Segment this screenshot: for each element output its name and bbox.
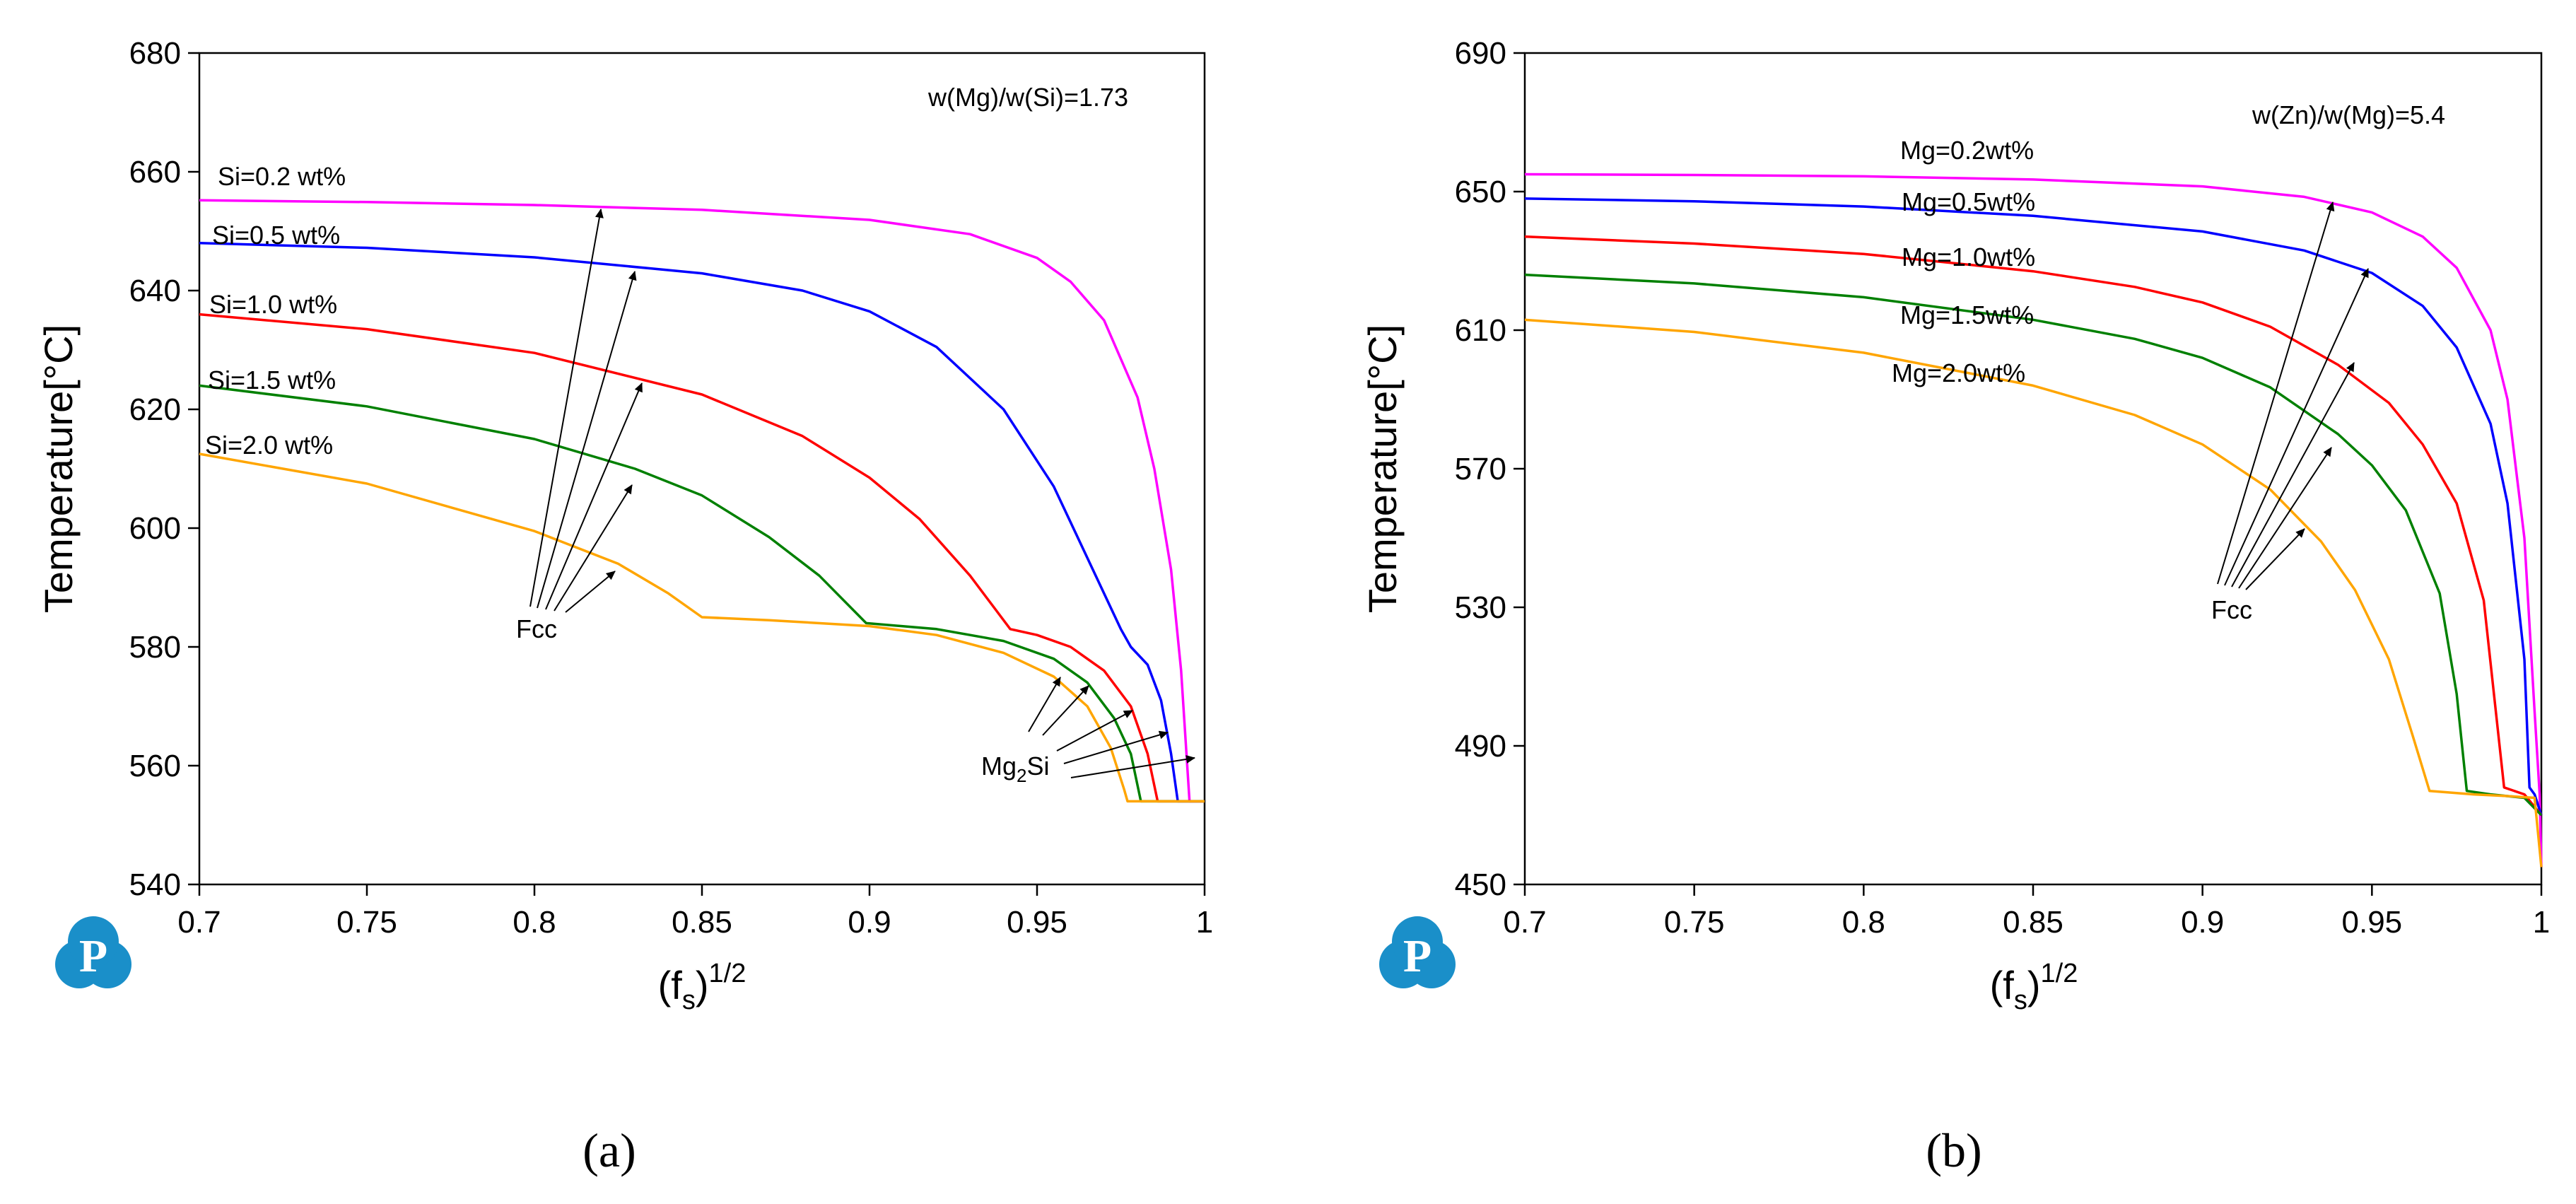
fcc-arrow-b-4: [2238, 447, 2332, 589]
plot-frame-b: [1523, 52, 2543, 886]
mg2si-arrow-3: [1056, 710, 1133, 752]
fcc-arrows-b: [2217, 201, 2369, 590]
panel-b: 0.7 0.75 0.8 0.85 0.9 0.95 1 450 490 530 570 610 65…: [1360, 36, 2550, 1177]
mg2si-label: Mg2Si: [981, 752, 1050, 786]
series-group-b: [1524, 173, 2543, 867]
logo-lobe-top: [68, 916, 119, 967]
y-tick-label: 640: [129, 274, 181, 308]
series-label-b-0: Mg=0.2wt%: [1900, 136, 2034, 165]
series-label-b-3: Mg=1.5wt%: [1900, 300, 2034, 329]
series-label-a-4: Si=2.0 wt%: [205, 431, 333, 460]
y-tick-label: 680: [129, 36, 181, 71]
series-label-a-3: Si=1.5 wt%: [208, 366, 336, 394]
mg2si-arrows: [1028, 677, 1195, 778]
series-line-a-3: [199, 384, 1205, 803]
y-axis-label-a: Temperature[°C]: [36, 325, 81, 613]
x-axis-label-b: (fs)1/2: [1990, 959, 2078, 1015]
x-tick-label: 0.7: [177, 905, 221, 940]
series-line-b-0: [1524, 173, 2543, 867]
y-tick-label: 530: [1455, 590, 1506, 625]
y-tick-label: 490: [1455, 729, 1506, 764]
series-label-b-2: Mg=1.0wt%: [1902, 242, 2035, 271]
plot-frame-a: [198, 52, 1206, 886]
fcc-arrow-a-2: [537, 271, 637, 609]
fcc-label-b: Fcc: [2211, 595, 2252, 624]
panel-a: 0.7 0.75 0.8 0.85 0.9 0.95 1 540 560 580 600 620 64…: [36, 36, 1213, 1177]
y-ticks-b: 450 490 530 570 610 650 690: [1455, 36, 1525, 902]
y-tick-label: 620: [129, 392, 181, 427]
y-tick-label: 540: [129, 867, 181, 902]
logo-letter-b: P: [1403, 930, 1432, 982]
y-tick-label: 600: [129, 511, 181, 546]
publisher-logo-b: P: [1379, 916, 1456, 988]
series-line-b-1: [1524, 197, 2543, 816]
series-label-b-4: Mg=2.0wt%: [1892, 358, 2025, 387]
mg2si-arrow-4: [1063, 730, 1169, 764]
series-label-a-0: Si=0.2 wt%: [218, 162, 346, 191]
x-tick-label: 0.95: [2342, 905, 2403, 940]
fcc-arrow-b-2: [2224, 268, 2369, 586]
series-line-a-0: [199, 199, 1205, 803]
x-tick-label: 0.7: [1503, 905, 1546, 940]
series-label-a-1: Si=0.5 wt%: [212, 221, 340, 250]
x-tick-label: 0.8: [1842, 905, 1885, 940]
x-tick-label: 0.75: [336, 905, 397, 940]
y-tick-label: 560: [129, 749, 181, 783]
series-line-b-4: [1524, 318, 2543, 867]
x-axis-label-a: (fs)1/2: [658, 959, 747, 1015]
series-line-a-2: [199, 312, 1205, 803]
x-tick-label: 0.9: [2181, 905, 2224, 940]
series-line-a-4: [199, 452, 1205, 803]
fcc-arrow-b-5: [2245, 528, 2305, 590]
x-ticks-b: 0.7 0.75 0.8 0.85 0.9 0.95 1: [1503, 884, 2550, 940]
y-tick-label: 580: [129, 630, 181, 665]
x-tick-label: 0.85: [672, 905, 732, 940]
publisher-logo-a: P: [55, 916, 131, 988]
fcc-arrows-a: [529, 209, 643, 613]
fcc-arrow-a-3: [545, 382, 643, 610]
series-line-a-1: [199, 242, 1205, 803]
y-axis-label-b: Temperature[°C]: [1360, 325, 1405, 613]
x-tick-label: 0.75: [1664, 905, 1725, 940]
x-tick-label: 1: [1196, 905, 1213, 940]
y-ticks-a: 540 560 580 600 620 640 660 680: [129, 36, 199, 902]
caption-b: (b): [1926, 1123, 1981, 1177]
x-tick-label: 0.9: [848, 905, 891, 940]
y-tick-label: 690: [1455, 36, 1506, 71]
series-label-a-2: Si=1.0 wt%: [209, 290, 337, 319]
logo-lobe-top: [1392, 916, 1443, 967]
mg2si-arrow-2: [1042, 685, 1089, 736]
ratio-note-a: w(Mg)/w(Si)=1.73: [927, 83, 1128, 112]
fcc-arrow-a-1: [529, 209, 604, 607]
y-tick-label: 450: [1455, 867, 1506, 902]
fcc-arrow-a-5: [565, 571, 616, 613]
series-label-b-1: Mg=0.5wt%: [1902, 187, 2035, 216]
fcc-arrow-a-4: [554, 484, 633, 612]
mg2si-arrow-1: [1028, 677, 1061, 732]
logo-letter-a: P: [79, 930, 107, 982]
mg2si-arrow-5: [1070, 754, 1195, 778]
series-line-b-2: [1524, 235, 2543, 817]
caption-a: (a): [582, 1123, 636, 1177]
y-tick-label: 570: [1455, 452, 1506, 486]
y-tick-label: 660: [129, 155, 181, 189]
x-tick-label: 0.95: [1007, 905, 1067, 940]
x-tick-label: 0.85: [2003, 905, 2063, 940]
y-tick-label: 610: [1455, 313, 1506, 348]
fcc-arrow-b-1: [2217, 201, 2335, 585]
ratio-note-b: w(Zn)/w(Mg)=5.4: [2252, 100, 2445, 129]
x-ticks-a: 0.7 0.75 0.8 0.85 0.9 0.95 1: [177, 884, 1213, 940]
x-tick-label: 0.8: [513, 905, 556, 940]
x-tick-label: 1: [2533, 905, 2550, 940]
fcc-arrow-b-3: [2231, 362, 2355, 588]
series-line-b-3: [1524, 273, 2543, 817]
series-group-a: [199, 199, 1205, 803]
y-tick-label: 650: [1455, 175, 1506, 209]
fcc-label-a: Fcc: [516, 614, 557, 643]
